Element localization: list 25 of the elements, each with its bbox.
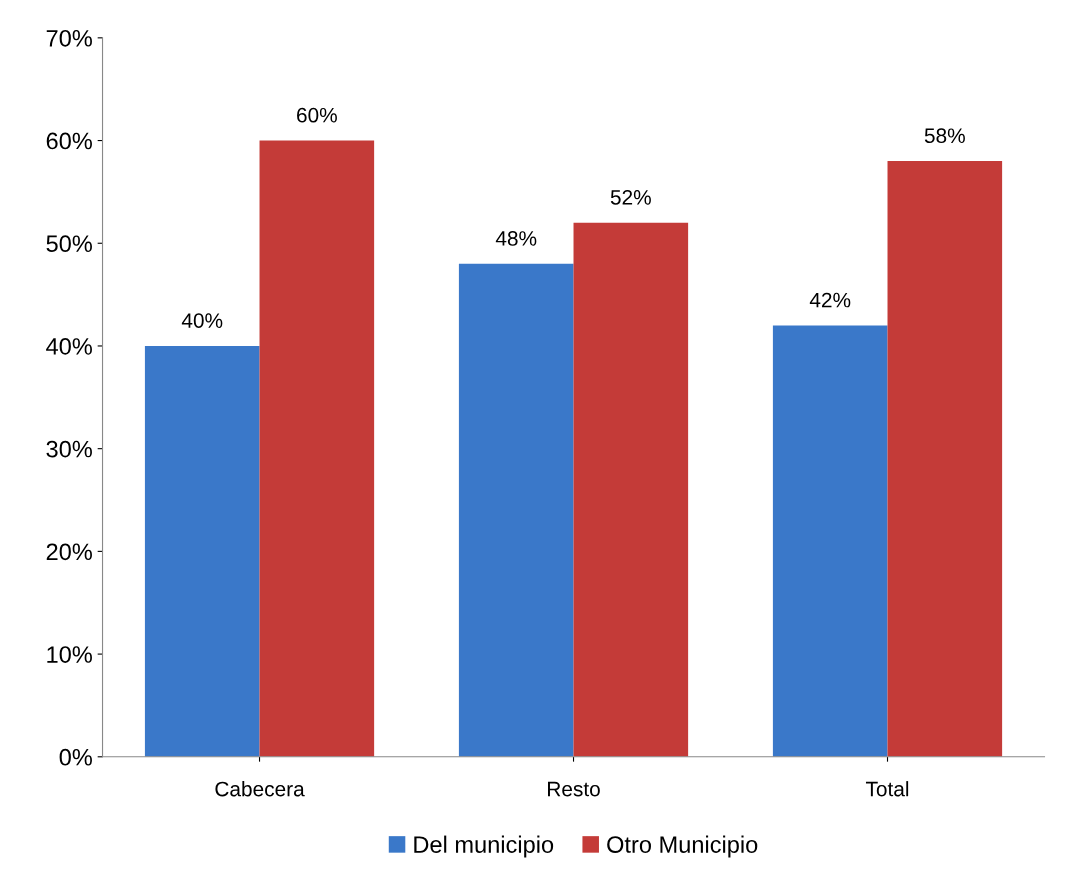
y-tick-label: 10% — [47, 646, 92, 663]
bar — [458, 263, 574, 757]
data-label: 40% — [181, 313, 223, 328]
y-tick-label: 40% — [46, 338, 92, 355]
data-label: 48% — [495, 231, 537, 246]
data-label: 42% — [809, 292, 851, 308]
y-tick-label: 20% — [46, 543, 92, 561]
y-tick-label: 30% — [46, 440, 92, 458]
data-label: 60% — [297, 107, 337, 123]
legend-label: Otro Municipio — [607, 835, 758, 858]
bar — [144, 345, 260, 757]
data-label: 52% — [610, 189, 651, 205]
x-tick-label: Cabecera — [215, 781, 305, 797]
y-tick-label: 0% — [59, 748, 92, 766]
data-label: 58% — [924, 128, 965, 144]
bar — [772, 325, 888, 757]
x-tick-label: Resto — [548, 781, 600, 797]
y-tick-label: 50% — [46, 235, 92, 253]
bar — [259, 140, 375, 757]
y-tick-label: 70% — [46, 29, 92, 47]
bar — [573, 222, 689, 757]
bar — [887, 161, 1003, 757]
x-tick-label: Total — [865, 781, 909, 797]
y-tick-label: 60% — [46, 132, 92, 150]
legend-label: Del municipio — [414, 835, 554, 858]
